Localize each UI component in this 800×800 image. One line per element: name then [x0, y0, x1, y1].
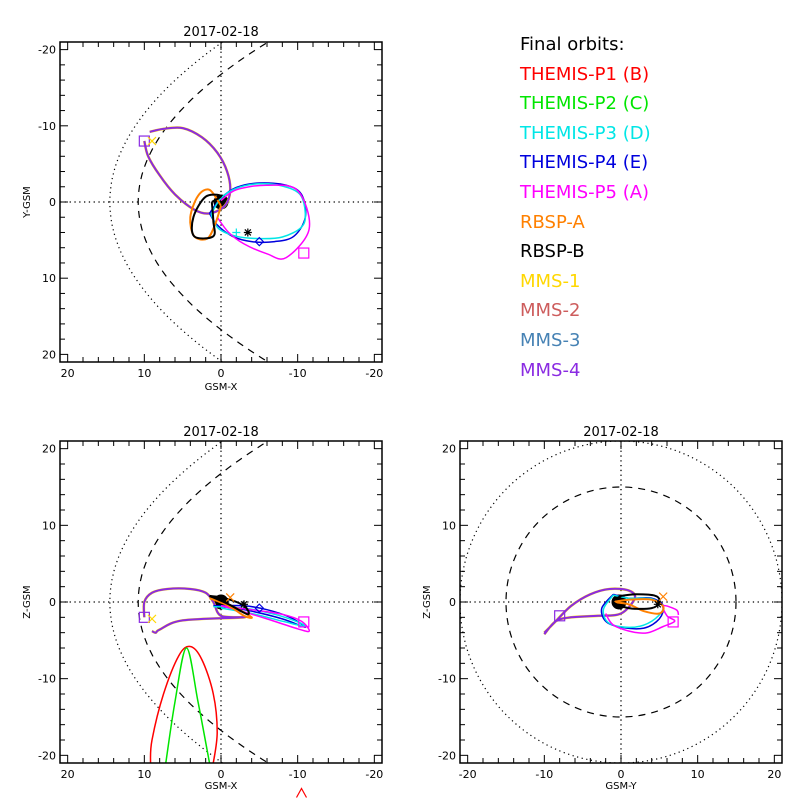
orbit-mms1: [142, 587, 247, 635]
y-tick-label: -10: [438, 673, 456, 686]
legend-item: MMS-4: [520, 359, 581, 381]
x-tick-label: 0: [218, 367, 225, 380]
marker-rbspb-star: [243, 228, 252, 237]
tick-labels: -20 -10 0 10 20 20 10 0 -10 -20: [438, 443, 781, 781]
x-tick-label: -20: [459, 768, 477, 781]
y-tick-label: 0: [49, 596, 56, 609]
plot-frame: [59, 440, 383, 764]
axis-ticks: [60, 42, 382, 362]
plot-frame: [59, 41, 383, 363]
x-tick-label: -20: [365, 367, 383, 380]
marker-p5-square: [298, 247, 310, 259]
y-axis-label: Z-GSM: [22, 585, 33, 618]
plot-title: 2017-02-18: [183, 25, 259, 40]
marker-mms-square: [138, 135, 150, 147]
x-tick-label: -20: [365, 768, 383, 781]
x-axis-label: GSM-X: [205, 781, 238, 792]
x-axis-label: GSM-X: [205, 382, 238, 393]
marker-rbspa-x: [225, 592, 235, 602]
marker-mms1-x: [147, 614, 157, 624]
legend-item: RBSP-B: [520, 241, 585, 263]
magnetopause-circle: [505, 486, 737, 718]
x-axis-label: GSM-Y: [605, 781, 637, 792]
orbit-themis-p2-c-: [165, 647, 211, 763]
legend-item: MMS-2: [520, 300, 581, 322]
x-tick-label: -10: [289, 367, 307, 380]
x-tick-label: -10: [535, 768, 553, 781]
orbit-themis-p3-d-: [210, 182, 307, 240]
legend-item: THEMIS-P5 (A): [520, 181, 650, 203]
y-tick-label: 10: [42, 519, 56, 532]
y-tick-label: -20: [38, 749, 56, 762]
marker-p4-diamond: [254, 603, 265, 613]
legend-item: MMS-3: [520, 329, 581, 351]
tick-labels: 20 10 0 -10 -20 20 10 0 -10 -20: [38, 443, 383, 781]
axis-ticks: [60, 441, 382, 763]
y-axis-label: Z-GSM: [422, 585, 433, 618]
bow-shock-curve: [109, 42, 224, 362]
x-tick-label: 10: [137, 768, 151, 781]
marker-rbspb-star: [653, 600, 662, 609]
plot-yz: 2017-02-18 GSM-Y Z-GSM -20 -10 0 10 2020100-…: [422, 425, 783, 792]
y-tick-label: 20: [42, 443, 56, 456]
y-tick-label: -10: [38, 673, 56, 686]
magnetopause-curve: [137, 42, 270, 362]
y-tick-label: -20: [438, 749, 456, 762]
orbit-rbsp-a: [209, 597, 253, 619]
orbit-themis-p5-a-: [216, 184, 311, 260]
orbit-mms-1-4-: [142, 587, 247, 634]
plot-title: 2017-02-18: [183, 425, 259, 440]
plot-title: 2017-02-18: [583, 425, 659, 440]
y-tick-label: 20: [42, 348, 56, 361]
magnetopause-curve: [137, 441, 270, 763]
x-tick-label: 20: [61, 768, 75, 781]
y-axis-label: Y-GSM: [22, 186, 33, 219]
plot-xy: 2017-02-18 GSM-X Y-GSM 20 10 0 -10 -20 -20 -10…: [22, 25, 383, 393]
legend: Final orbits: THEMIS-P1 (B) THEMIS-P2 (C)…: [520, 30, 651, 385]
marker-mms-square: [554, 610, 566, 622]
tick-labels: 20 10 0 -10 -20 -20 -10 0 10 20: [38, 44, 383, 380]
x-tick-label: 20: [767, 768, 781, 781]
legend-item: THEMIS-P3 (D): [520, 122, 651, 144]
orbit-themis-p5-a-: [605, 604, 680, 634]
y-tick-label: -10: [38, 120, 56, 133]
x-tick-label: 10: [691, 768, 705, 781]
marker-p3-plus: [232, 228, 241, 237]
marker-p4-diamond: [254, 236, 265, 247]
out-of-bounds-markers: [295, 787, 308, 798]
x-tick-label: 10: [137, 367, 151, 380]
orbit-themis-p3-d-: [602, 594, 664, 629]
legend-item: THEMIS-P4 (E): [520, 152, 649, 174]
legend-item: THEMIS-P2 (C): [520, 93, 650, 115]
marker-mms-square: [138, 611, 150, 623]
y-tick-label: -20: [38, 44, 56, 57]
x-tick-label: 0: [618, 768, 625, 781]
x-tick-label: 0: [218, 768, 225, 781]
x-tick-label: -10: [289, 768, 307, 781]
legend-item: MMS-1: [520, 270, 581, 292]
y-tick-label: 0: [449, 596, 456, 609]
y-tick-label: 20: [442, 443, 456, 456]
plot-xz: 2017-02-18 GSM-X Z-GSM 20 10 0 -10 -20 20 10 0 -…: [22, 425, 383, 798]
y-tick-label: 0: [49, 196, 56, 209]
orbit-themis-p1-b-: [149, 645, 218, 763]
marker-p1-triangle: [295, 787, 308, 798]
marker-p5-square: [667, 616, 679, 628]
legend-item: RBSP-A: [520, 211, 585, 233]
marker-p5-square: [298, 616, 310, 628]
marker-rbspa-x: [658, 592, 668, 602]
orbit-rbsp-b: [190, 193, 223, 240]
marker-rbspb-star: [240, 600, 248, 609]
x-tick-label: 20: [61, 367, 75, 380]
y-tick-label: 10: [42, 272, 56, 285]
orbit-mms-1-4-: [143, 126, 232, 215]
legend-item: THEMIS-P1 (B): [520, 63, 650, 85]
orbit-rbsp-a: [613, 598, 665, 615]
plot-frame: [459, 440, 783, 764]
orbit-rbsp-b: [209, 594, 250, 616]
y-tick-label: 10: [442, 519, 456, 532]
legend-title: Final orbits:: [520, 34, 625, 55]
marker-mms1-x: [147, 136, 157, 146]
